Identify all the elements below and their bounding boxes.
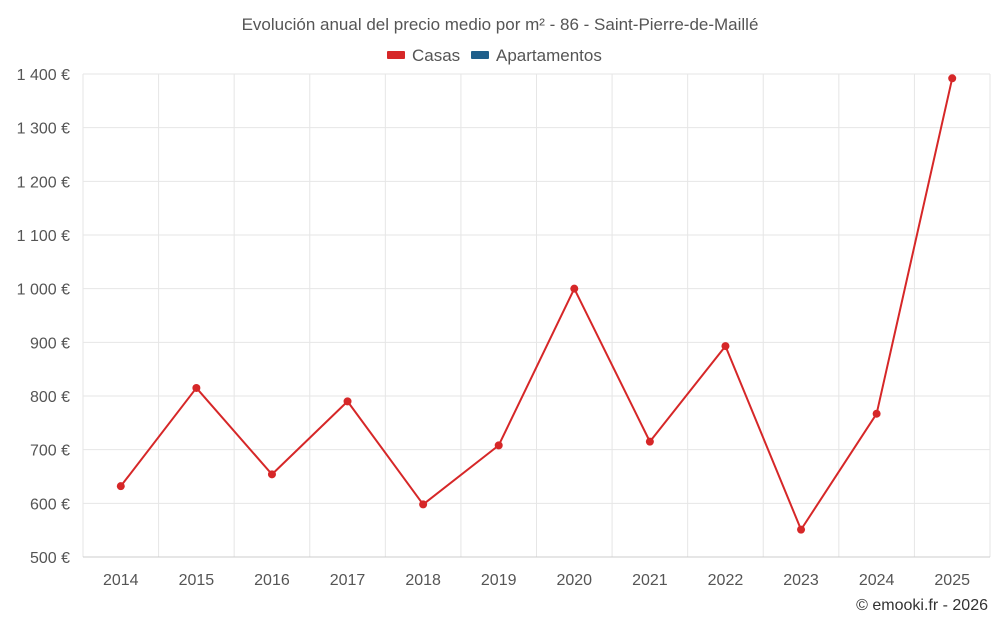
data-point-casas-2015[interactable] <box>192 383 201 392</box>
data-point-casas-2020[interactable] <box>570 284 579 293</box>
data-point-casas-2024[interactable] <box>872 409 881 418</box>
credit-text: © emooki.fr - 2026 <box>856 597 988 614</box>
y-tick-label: 600 € <box>30 496 70 513</box>
data-point-casas-2022[interactable] <box>721 342 730 351</box>
series-line-casas <box>119 78 954 531</box>
data-point-casas-2018[interactable] <box>419 500 428 509</box>
data-point-casas-2017[interactable] <box>343 397 352 406</box>
y-tick-label: 700 € <box>30 443 70 460</box>
x-tick-label: 2019 <box>481 572 517 589</box>
y-tick-label: 1 300 € <box>17 121 70 138</box>
data-point-casas-2023[interactable] <box>797 525 806 534</box>
y-tick-label: 1 400 € <box>17 67 70 84</box>
data-point-casas-2025[interactable] <box>948 74 957 83</box>
y-tick-label: 1 200 € <box>17 174 70 191</box>
x-tick-label: 2018 <box>405 572 441 589</box>
y-tick-label: 1 100 € <box>17 228 70 245</box>
legend-label-casas: Casas <box>412 46 460 65</box>
x-tick-label: 2014 <box>103 572 139 589</box>
x-tick-label: 2025 <box>934 572 970 589</box>
x-tick-label: 2017 <box>330 572 366 589</box>
x-axis: 2014 2015 2016 2017 2018 2019 2020 2021 2022 2023… <box>103 572 970 589</box>
legend-item-apartamentos[interactable]: Apartamentos <box>471 46 602 65</box>
chart-title: Evolución anual del precio medio por m² … <box>242 15 759 34</box>
data-point-casas-2014[interactable] <box>116 482 125 491</box>
y-tick-label: 800 € <box>30 389 70 406</box>
y-tick-label: 1 000 € <box>17 282 70 299</box>
legend: Casas Apartamentos <box>387 46 602 65</box>
x-tick-label: 2016 <box>254 572 290 589</box>
y-tick-label: 500 € <box>30 550 70 567</box>
data-point-casas-2019[interactable] <box>494 441 503 450</box>
x-tick-label: 2015 <box>179 572 215 589</box>
data-point-casas-2021[interactable] <box>645 437 654 446</box>
grid <box>82 73 991 558</box>
y-axis: 500 € 600 € 700 € 800 € 900 € 1 000 € 1 100 € 1… <box>17 67 70 567</box>
legend-label-apartamentos: Apartamentos <box>496 46 602 65</box>
y-tick-label: 900 € <box>30 335 70 352</box>
x-tick-label: 2023 <box>783 572 819 589</box>
legend-item-casas[interactable]: Casas <box>387 46 460 65</box>
x-tick-label: 2024 <box>859 572 895 589</box>
plot-area <box>116 74 957 534</box>
data-point-casas-2016[interactable] <box>267 470 276 479</box>
legend-swatch-apartamentos <box>471 51 489 59</box>
x-tick-label: 2021 <box>632 572 668 589</box>
legend-swatch-casas <box>387 51 405 59</box>
x-tick-label: 2020 <box>556 572 592 589</box>
x-tick-label: 2022 <box>708 572 744 589</box>
